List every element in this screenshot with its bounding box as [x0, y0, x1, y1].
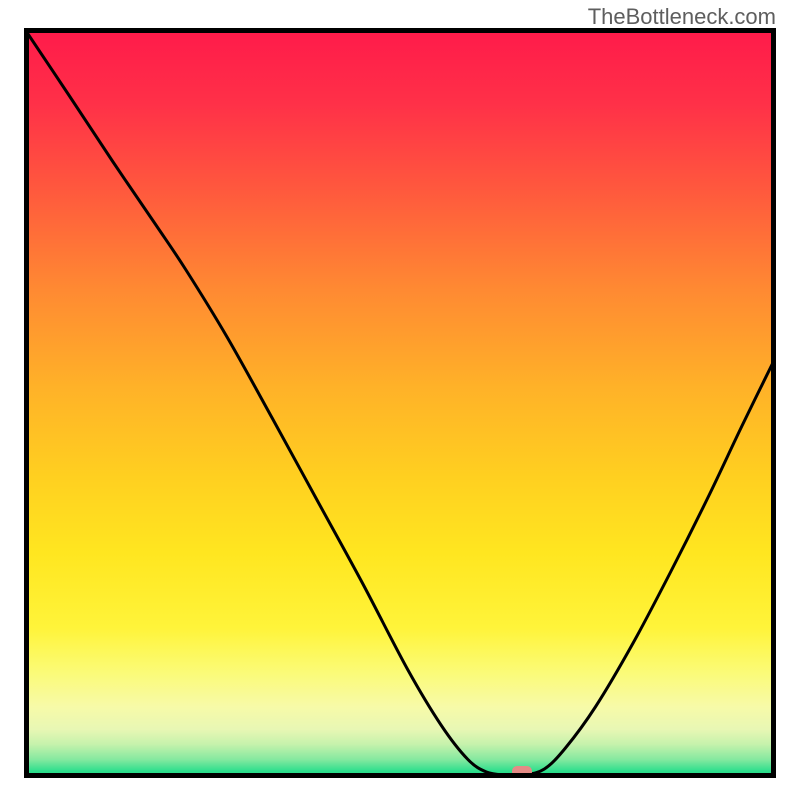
chart-plot-area: [24, 28, 776, 778]
chart-frame: [24, 28, 776, 778]
watermark-text: TheBottleneck.com: [588, 4, 776, 30]
